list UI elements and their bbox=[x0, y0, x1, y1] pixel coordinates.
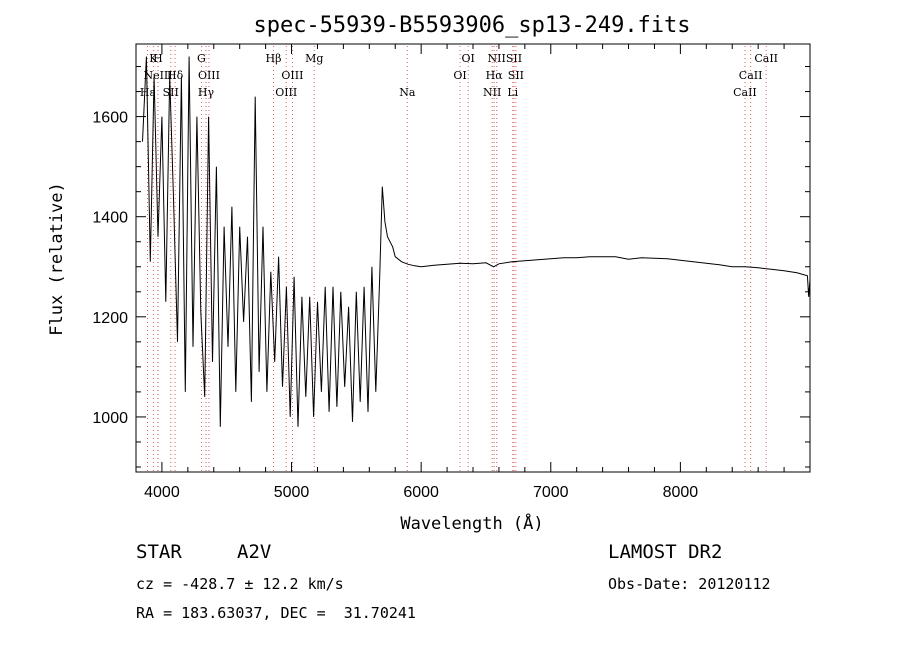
y-tick-label: 1000 bbox=[92, 410, 128, 427]
spectrum-series bbox=[142, 56, 811, 427]
line-label: H bbox=[153, 52, 163, 65]
line-label: OIII bbox=[198, 69, 220, 82]
line-label: NII bbox=[488, 52, 506, 65]
x-tick-label: 6000 bbox=[403, 484, 439, 501]
line-label: Hα bbox=[486, 69, 504, 82]
x-tick-label: 8000 bbox=[663, 484, 699, 501]
line-label: SII bbox=[506, 52, 522, 65]
line-label: OIII bbox=[281, 69, 303, 82]
spectrum-line bbox=[142, 56, 811, 427]
chart-title: spec-55939-B5593906_sp13-249.fits bbox=[253, 13, 690, 38]
line-label: OI bbox=[462, 52, 475, 65]
line-labels: HεKHNeIIISIIHδGHγOIIIHβOIIIOIIIMgNaOIOIN… bbox=[140, 52, 778, 99]
line-label: OIII bbox=[275, 86, 297, 99]
axis-ticks: 4000 5000 6000 7000 8000 1000 1200 1400 1600 bbox=[92, 44, 810, 501]
y-tick-label: 1200 bbox=[92, 310, 128, 327]
line-markers bbox=[147, 46, 767, 472]
line-label: Hγ bbox=[198, 86, 215, 99]
line-label: SII bbox=[163, 86, 179, 99]
line-label: Mg bbox=[305, 52, 323, 65]
object-class: STAR bbox=[136, 541, 182, 563]
line-label: Li bbox=[507, 86, 518, 99]
x-tick-label: 7000 bbox=[533, 484, 569, 501]
y-tick-label: 1400 bbox=[92, 210, 128, 227]
line-label: Hε bbox=[140, 86, 156, 99]
coordinates-text: RA = 183.63037, DEC = 31.70241 bbox=[136, 604, 416, 622]
survey-name: LAMOST DR2 bbox=[608, 541, 723, 563]
line-label: NII bbox=[483, 86, 501, 99]
redshift-text: cz = -428.7 ± 12.2 km/s bbox=[136, 575, 344, 593]
line-label: Hδ bbox=[167, 69, 184, 82]
line-label: CaII bbox=[733, 86, 757, 99]
line-label: Na bbox=[399, 86, 416, 99]
line-label: CaII bbox=[754, 52, 778, 65]
plot-frame bbox=[135, 43, 811, 473]
spectral-subclass: A2V bbox=[237, 541, 272, 563]
line-label: K bbox=[149, 52, 158, 65]
line-label: G bbox=[197, 52, 206, 65]
line-label: Hβ bbox=[266, 52, 282, 65]
y-tick-label: 1600 bbox=[92, 110, 128, 127]
x-axis-label: Wavelength (Å) bbox=[400, 512, 543, 534]
x-tick-label: 4000 bbox=[144, 484, 180, 501]
x-tick-label: 5000 bbox=[274, 484, 310, 501]
y-axis-label: Flux (relative) bbox=[47, 182, 67, 336]
obs-date-text: Obs-Date: 20120112 bbox=[608, 575, 771, 593]
line-label: OI bbox=[453, 69, 466, 82]
line-label: NeIII bbox=[143, 69, 172, 82]
line-label: CaII bbox=[739, 69, 763, 82]
line-label: SII bbox=[508, 69, 524, 82]
